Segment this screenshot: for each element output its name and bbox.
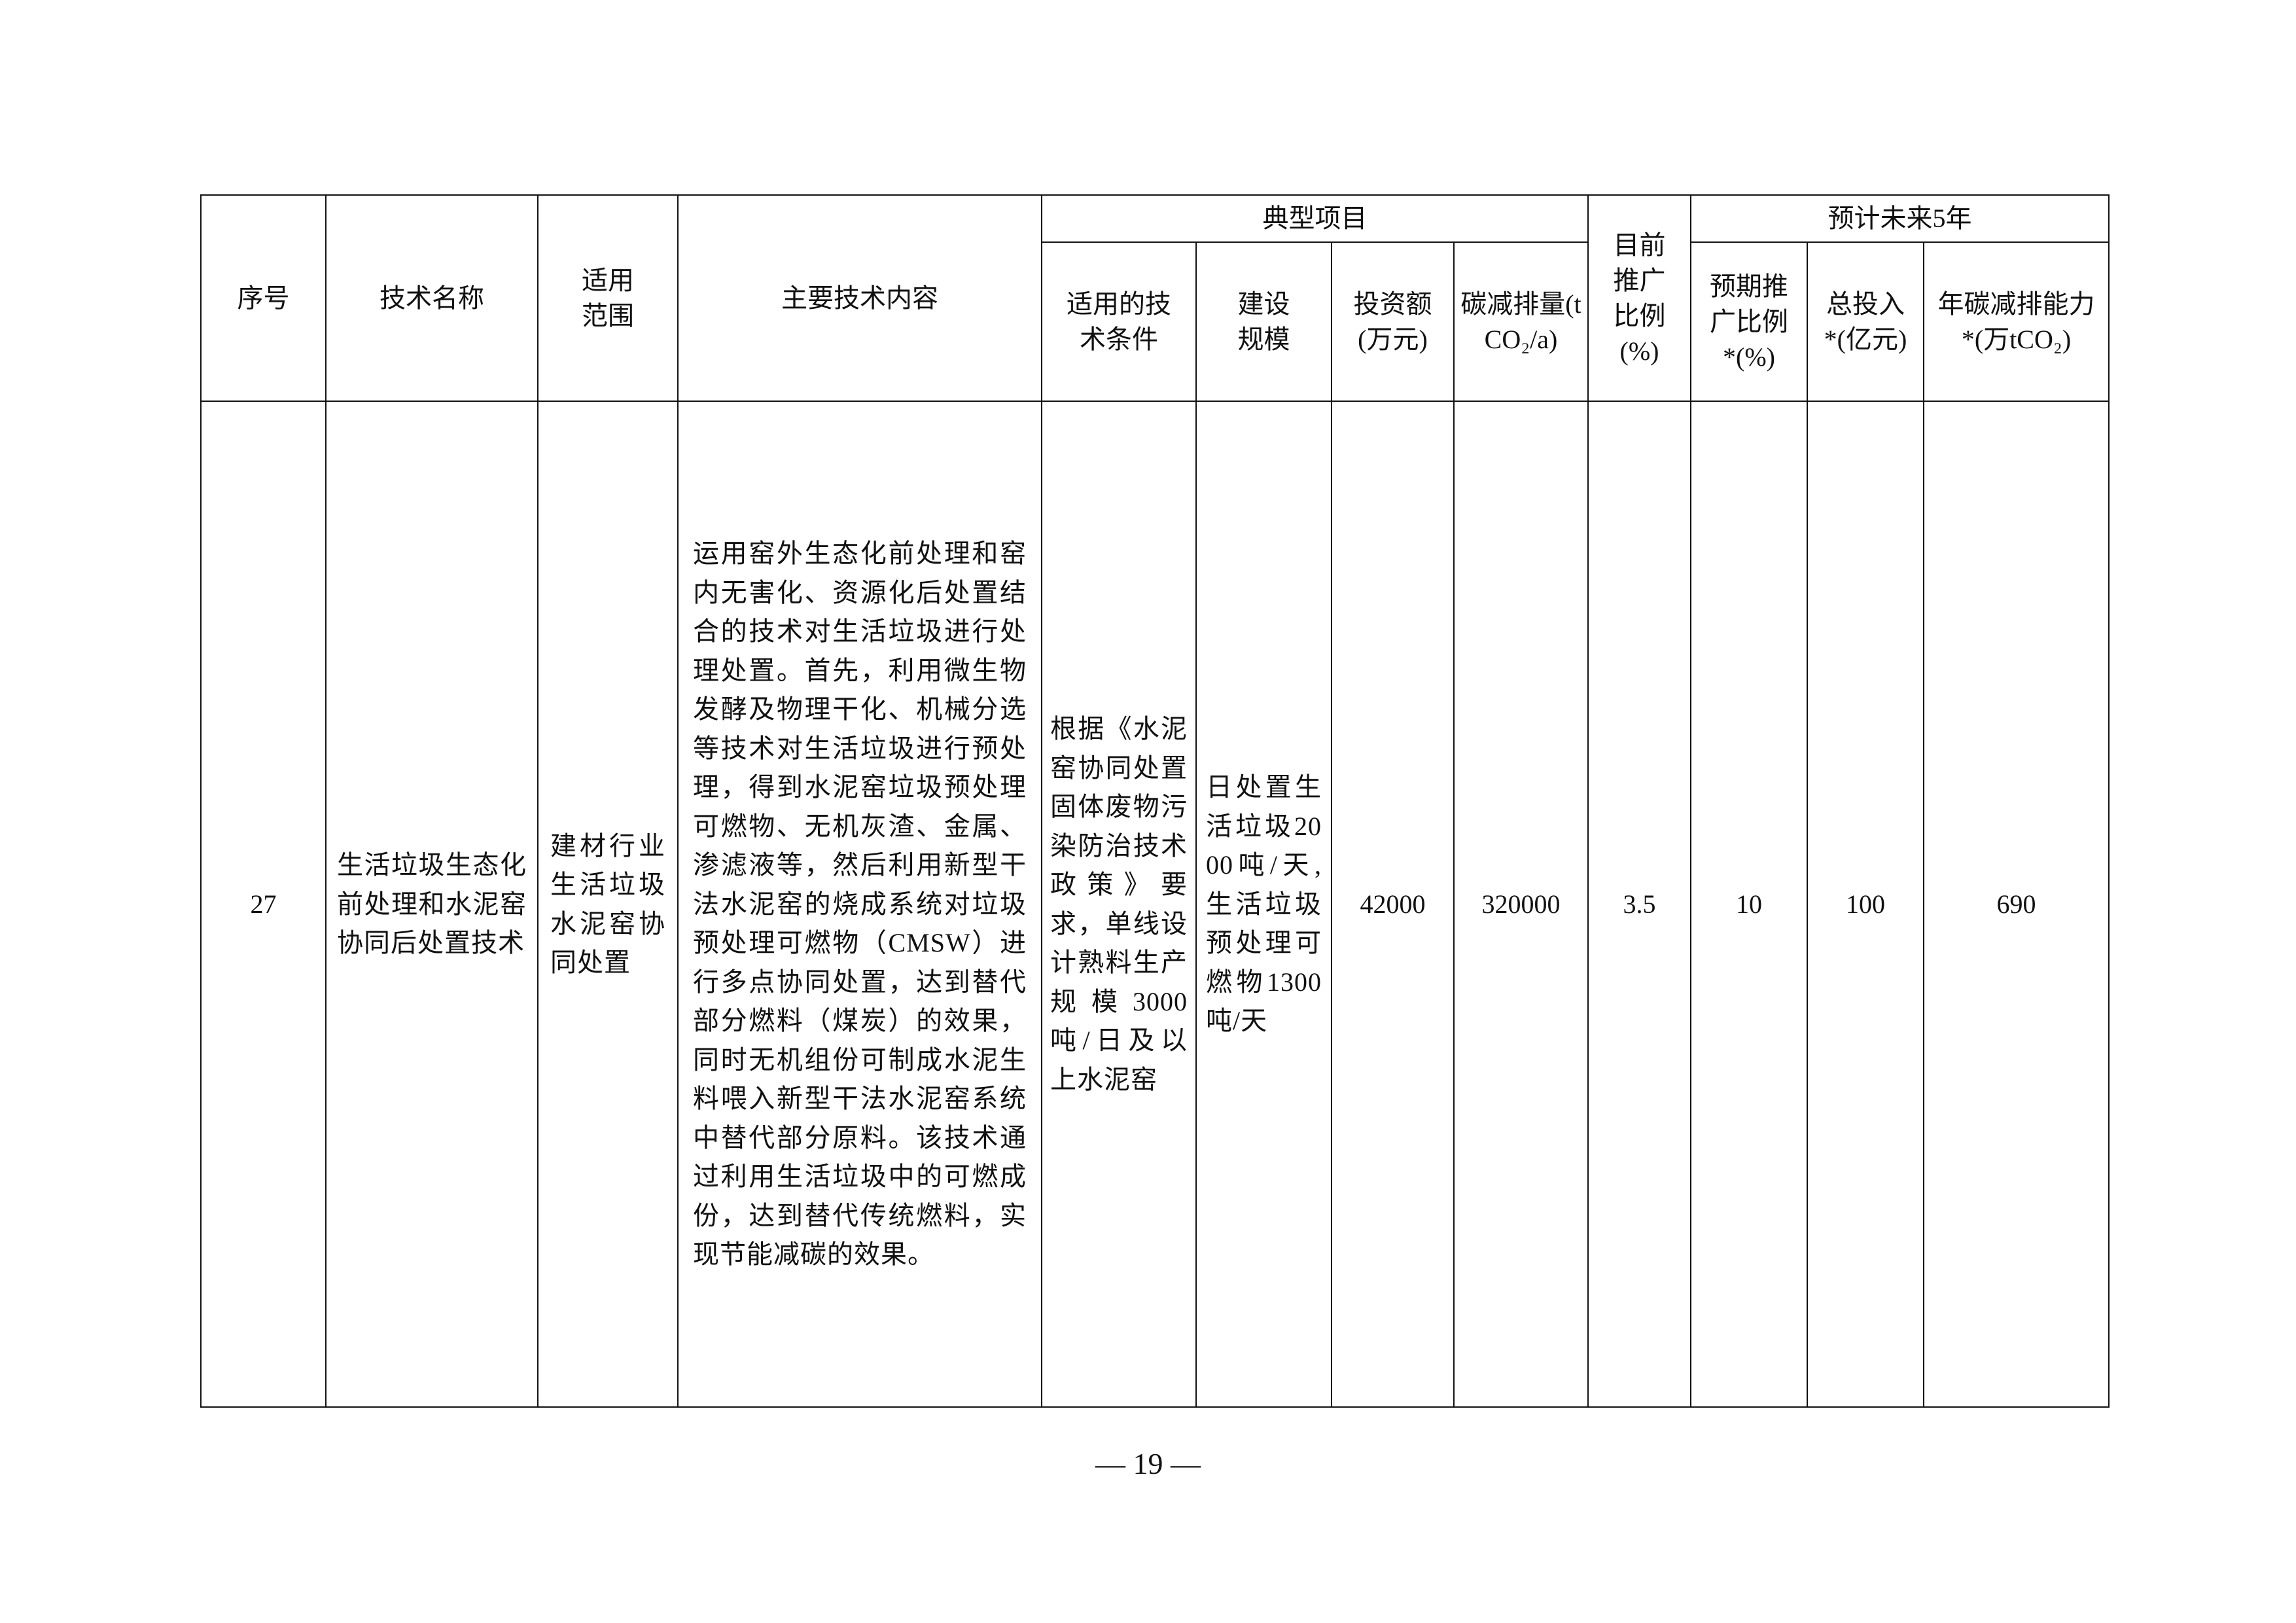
header-typical-project: 典型项目 (1041, 194, 1589, 243)
table-row: 27 生活垃圾生态化前处理和水泥窑协同后处置技术 建材行业生活垃圾水泥窑协同处置… (200, 401, 2110, 1408)
cell-current-ratio: 3.5 (1587, 401, 1691, 1408)
header-investment: 投资额(万元) (1331, 241, 1455, 402)
header-tech-name: 技术名称 (325, 194, 539, 402)
header-future-5-years: 预计未来5年 (1689, 194, 2110, 243)
header-index: 序号 (200, 194, 327, 402)
cell-tech-name: 生活垃圾生态化前处理和水泥窑协同后处置技术 (325, 401, 539, 1408)
header-total-investment: 总投入*(亿元) (1807, 241, 1924, 402)
header-annual-capacity: 年碳减排能力*(万tCO₂) (1922, 241, 2110, 402)
cell-index: 27 (200, 401, 327, 1408)
cell-content: 运用窑外生态化前处理和窑内无害化、资源化后处置结合的技术对生活垃圾进行处理处置。… (677, 401, 1042, 1408)
cell-tech-conditions: 根据《水泥窑协同处置固体废物污染防治技术政策》要求，单线设计熟料生产规模3000… (1041, 401, 1197, 1408)
cell-expected-ratio: 10 (1690, 401, 1808, 1408)
header-expected-ratio: 预期推广比例*(%) (1690, 241, 1808, 402)
cell-scope: 建材行业生活垃圾水泥窑协同处置 (537, 401, 679, 1408)
cell-carbon-reduction: 320000 (1453, 401, 1589, 1408)
cell-scale: 日处置生活垃圾2000吨/天,生活垃圾预处理可燃物1300吨/天 (1195, 401, 1332, 1408)
header-content: 主要技术内容 (677, 194, 1042, 402)
header-scale: 建设规模 (1195, 241, 1332, 402)
header-current-ratio: 目前推广比例(%) (1587, 194, 1691, 402)
header-tech-conditions: 适用的技术条件 (1041, 241, 1197, 402)
cell-total-investment: 100 (1807, 401, 1924, 1408)
technology-table: 序号 技术名称 适用范围 主要技术内容 典型项目 目前推广比例(%) 预计未来5… (200, 194, 2110, 1408)
cell-annual-capacity: 690 (1922, 401, 2110, 1408)
page-number: — 19 — (1095, 1447, 1201, 1480)
cell-investment: 42000 (1331, 401, 1455, 1408)
header-scope: 适用范围 (537, 194, 679, 402)
header-carbon-reduction: 碳减排量(tCO₂/a) (1453, 241, 1589, 402)
